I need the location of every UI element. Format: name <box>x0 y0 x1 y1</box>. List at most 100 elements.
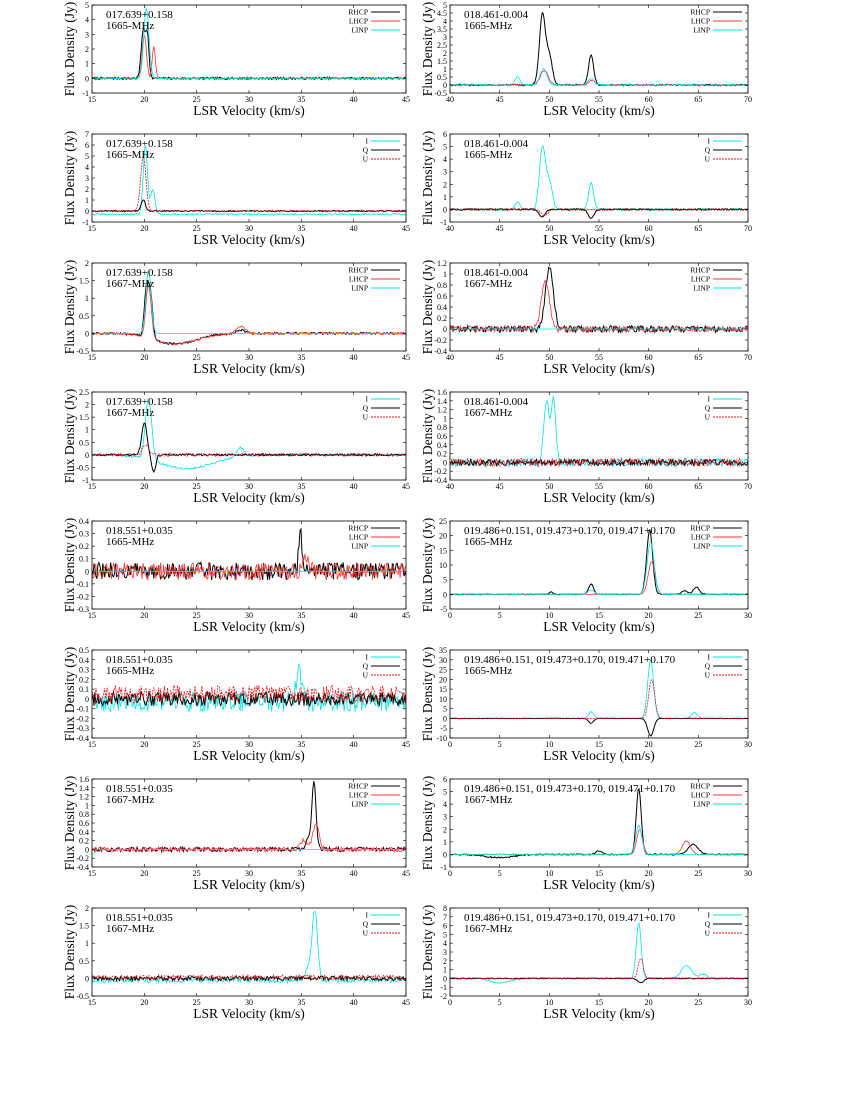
series-group <box>450 922 748 984</box>
x-tick-label: 5 <box>498 998 502 1007</box>
x-tick-label: 45 <box>402 482 410 491</box>
x-tick-label: 0 <box>448 740 452 749</box>
y-tick-label: 0 <box>85 695 89 704</box>
y-tick-label: 0 <box>443 974 447 983</box>
chart-panel-7: 15 20 25 30 35 40 45 -1 -0.5 0 0.5 1 1.5 2 2.5 LSR Velo… <box>62 388 410 505</box>
y-tick-label: 0 <box>85 567 89 576</box>
series-line-q <box>92 690 406 708</box>
y-tick-label: 0.4 <box>79 828 89 837</box>
x-tick-label: 45 <box>402 353 410 362</box>
x-tick-label: 40 <box>446 224 454 233</box>
y-tick-label: 1.5 <box>437 57 447 66</box>
y-tick-label: 1.5 <box>79 413 89 422</box>
series-line-lhcp <box>92 823 406 854</box>
x-axis-label: LSR Velocity (km/s) <box>193 103 305 118</box>
series-line-q <box>450 717 748 737</box>
x-tick-label: 30 <box>744 998 752 1007</box>
frequency-label: 1665-MHz <box>464 149 512 161</box>
x-tick-label: 70 <box>744 95 752 104</box>
x-tick-label: 60 <box>645 482 653 491</box>
series-group <box>92 7 406 81</box>
y-tick-label: 1 <box>85 294 89 303</box>
series-group <box>450 395 748 468</box>
legend-label-linp: LINP <box>693 26 710 35</box>
legend-label-linp: LINP <box>351 26 368 35</box>
y-tick-label: 0.5 <box>79 957 89 966</box>
source-name: 018.551+0.035 <box>106 654 173 666</box>
x-axis-label: LSR Velocity (km/s) <box>543 103 655 118</box>
legend-label-rhcp: RHCP <box>690 524 710 533</box>
legend-label-rhcp: RHCP <box>348 266 368 275</box>
y-tick-label: 4 <box>443 939 447 948</box>
series-group <box>92 398 406 474</box>
y-tick-label: 0.5 <box>79 438 89 447</box>
x-axis-label: LSR Velocity (km/s) <box>543 361 655 376</box>
x-tick-label: 45 <box>496 482 504 491</box>
y-tick-label: 5 <box>85 1 89 10</box>
x-tick-label: 15 <box>88 482 96 491</box>
y-tick-label: 0.2 <box>79 542 89 551</box>
series-group <box>92 663 406 713</box>
y-tick-label: 15 <box>439 685 447 694</box>
series-group <box>450 12 748 87</box>
legend-label-lhcp: LHCP <box>691 275 710 284</box>
legend-label-rhcp: RHCP <box>690 782 710 791</box>
frequency-label: 1665-MHz <box>106 665 154 677</box>
y-tick-label: 0.3 <box>79 666 89 675</box>
frequency-label: 1665-MHz <box>106 536 154 548</box>
source-name: 019.486+0.151, 019.473+0.170, 019.471+0.… <box>464 783 676 795</box>
y-tick-label: 2 <box>443 957 447 966</box>
x-tick-label: 40 <box>350 611 358 620</box>
x-tick-label: 45 <box>402 740 410 749</box>
y-axis-label: Flux Density (Jy) <box>420 389 435 484</box>
y-tick-label: 0.6 <box>79 819 89 828</box>
y-tick-label: 1 <box>85 939 89 948</box>
x-tick-label: 35 <box>297 611 305 620</box>
y-tick-label: 3 <box>85 174 89 183</box>
x-tick-label: 50 <box>545 353 553 362</box>
source-name: 018.551+0.035 <box>106 525 173 537</box>
y-axis-label: Flux Density (Jy) <box>62 389 77 484</box>
y-tick-label: 1.4 <box>437 397 447 406</box>
y-tick-label: -0.4 <box>434 476 447 485</box>
y-tick-label: 2.5 <box>437 41 447 50</box>
frequency-label: 1667-MHz <box>464 278 512 290</box>
x-tick-label: 35 <box>297 224 305 233</box>
y-axis-label: Flux Density (Jy) <box>62 647 77 742</box>
y-tick-label: -1 <box>82 89 89 98</box>
frequency-label: 1665-MHz <box>464 20 512 32</box>
legend-label-lhcp: LHCP <box>349 17 368 26</box>
y-tick-label: 25 <box>439 517 447 526</box>
x-tick-label: 55 <box>595 95 603 104</box>
x-tick-label: 15 <box>88 740 96 749</box>
y-tick-label: 6 <box>443 775 447 784</box>
series-group <box>450 145 748 220</box>
x-tick-label: 5 <box>498 740 502 749</box>
series-group <box>450 266 748 335</box>
frequency-label: 1665-MHz <box>464 665 512 677</box>
y-tick-label: 10 <box>439 561 447 570</box>
y-tick-label: 0 <box>443 81 447 90</box>
y-tick-label: -5 <box>440 724 447 733</box>
chart-panel-15: 15 20 25 30 35 40 45 -0.5 0 0.5 1 1.5 2 LSR Velocity … <box>62 904 410 1021</box>
x-axis-label: LSR Velocity (km/s) <box>193 490 305 505</box>
legend-label-q: Q <box>705 662 711 671</box>
x-tick-label: 30 <box>744 611 752 620</box>
x-tick-label: 40 <box>446 482 454 491</box>
y-tick-label: 1.2 <box>79 793 89 802</box>
x-tick-label: 65 <box>694 482 702 491</box>
x-tick-label: 35 <box>297 353 305 362</box>
frequency-label: 1665-MHz <box>106 149 154 161</box>
x-tick-label: 30 <box>245 611 253 620</box>
x-tick-label: 50 <box>545 95 553 104</box>
x-tick-label: 15 <box>595 998 603 1007</box>
x-tick-label: 15 <box>88 224 96 233</box>
y-tick-label: 0.4 <box>79 517 89 526</box>
y-axis-label: Flux Density (Jy) <box>62 131 77 226</box>
x-tick-label: 25 <box>193 482 201 491</box>
x-tick-label: 60 <box>645 224 653 233</box>
y-tick-label: 1 <box>85 426 89 435</box>
